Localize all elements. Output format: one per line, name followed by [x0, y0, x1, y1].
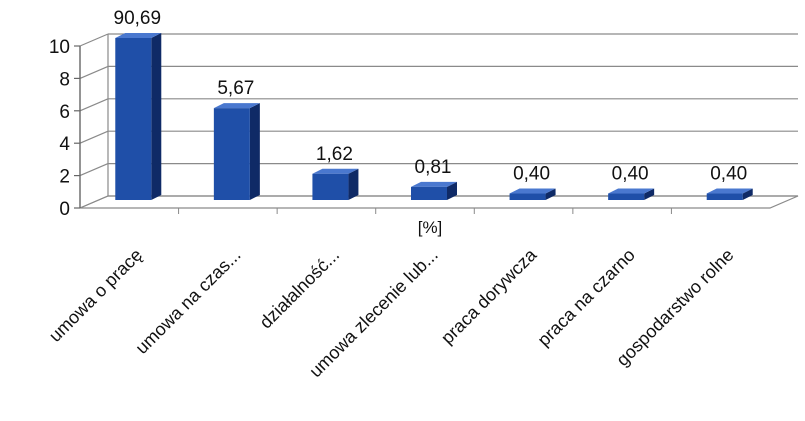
side-gridline-10: [79, 33, 109, 47]
bar-side-4: [545, 188, 556, 200]
bar-5: [608, 193, 645, 200]
data-label-0: 90,69: [114, 8, 162, 29]
bar-2: [312, 173, 349, 200]
bar-layer: [115, 33, 753, 200]
y-tick-label-6: 6: [59, 102, 70, 123]
bar-side-2: [348, 168, 359, 200]
y-tick-label-4: 4: [59, 134, 70, 155]
x-category-label-0: umowa o pracę: [45, 245, 146, 346]
bar-3: [411, 186, 447, 200]
bar-4: [509, 193, 546, 200]
chart-floor: [79, 195, 799, 209]
x-category-label-5: praca na czarno: [534, 245, 639, 350]
x-axis-unit-label: [%]: [418, 218, 443, 237]
bar-top-2: [312, 168, 359, 174]
x-category-label-1: umowa na czas...: [132, 245, 245, 358]
data-label-4: 0,40: [513, 164, 550, 185]
y-tick-label-8: 8: [59, 69, 70, 90]
bar-side-3: [447, 181, 457, 200]
bar-0: [115, 38, 152, 200]
side-gridline-4: [79, 130, 109, 144]
bar-1: [213, 108, 250, 200]
bar-top-3: [411, 181, 457, 187]
y-tick-label-2: 2: [59, 167, 70, 188]
y-tick-label-10: 10: [49, 37, 70, 58]
axis-layer: 0 2 4 6 8 10: [49, 34, 672, 220]
bar-top-4: [509, 188, 556, 194]
data-label-5: 0,40: [612, 164, 649, 185]
x-category-label-2: działalność...: [256, 245, 344, 333]
side-gridline-6: [79, 98, 109, 112]
bar-side-6: [742, 188, 753, 200]
data-label-6: 0,40: [710, 164, 747, 185]
bar-side-1: [249, 103, 260, 200]
side-gridline-2: [79, 163, 109, 177]
bar-6: [706, 193, 743, 200]
x-category-label-4: praca dorywcza: [437, 244, 541, 348]
bar-top-5: [608, 188, 655, 194]
y-tick-label-0: 0: [59, 199, 70, 220]
data-label-2: 1,62: [316, 144, 353, 165]
bar-top-1: [213, 103, 260, 109]
bar-top-0: [115, 33, 162, 38]
bar-top-6: [706, 188, 753, 194]
side-gridline-8: [79, 65, 109, 79]
bar-side-0: [151, 33, 162, 200]
data-label-3: 0,81: [415, 157, 452, 178]
bar-side-5: [644, 188, 655, 200]
data-label-1: 5,67: [217, 78, 254, 99]
